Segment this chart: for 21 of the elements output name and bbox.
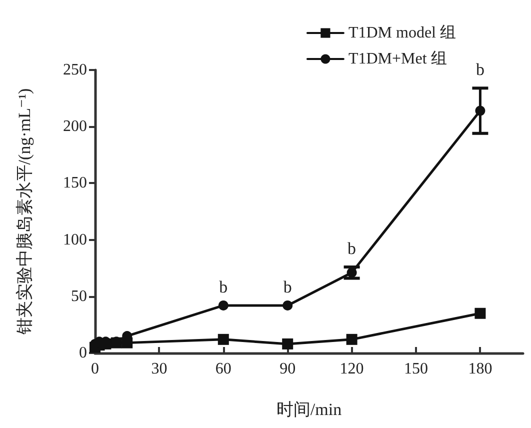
annotation: b <box>219 277 228 296</box>
x-tick-label: 30 <box>151 360 168 378</box>
annotation: b <box>283 277 292 296</box>
y-axis-title: 钳夹实验中胰岛素水平/(ng·mL⁻¹) <box>15 88 34 336</box>
legend-label: T1DM+Met 组 <box>348 50 447 68</box>
x-tick-label: 150 <box>404 360 428 378</box>
y-tick-label: 0 <box>79 344 87 362</box>
x-tick-label: 0 <box>91 360 99 378</box>
annotation: b <box>348 238 356 258</box>
y-tick-label: 100 <box>63 231 87 248</box>
x-tick-label: 180 <box>468 360 492 378</box>
x-tick-label: 60 <box>215 360 232 378</box>
x-axis-title: 时间/min <box>276 400 342 419</box>
y-tick-label: 200 <box>63 118 87 136</box>
x-tick-label: 90 <box>280 360 296 378</box>
legend-label: T1DM model 组 <box>348 24 456 42</box>
y-tick-label: 150 <box>63 174 87 192</box>
x-tick-label: 120 <box>340 360 364 378</box>
y-tick-label: 250 <box>63 62 87 78</box>
annotation: b <box>476 60 484 80</box>
y-tick-label: 50 <box>71 288 87 305</box>
